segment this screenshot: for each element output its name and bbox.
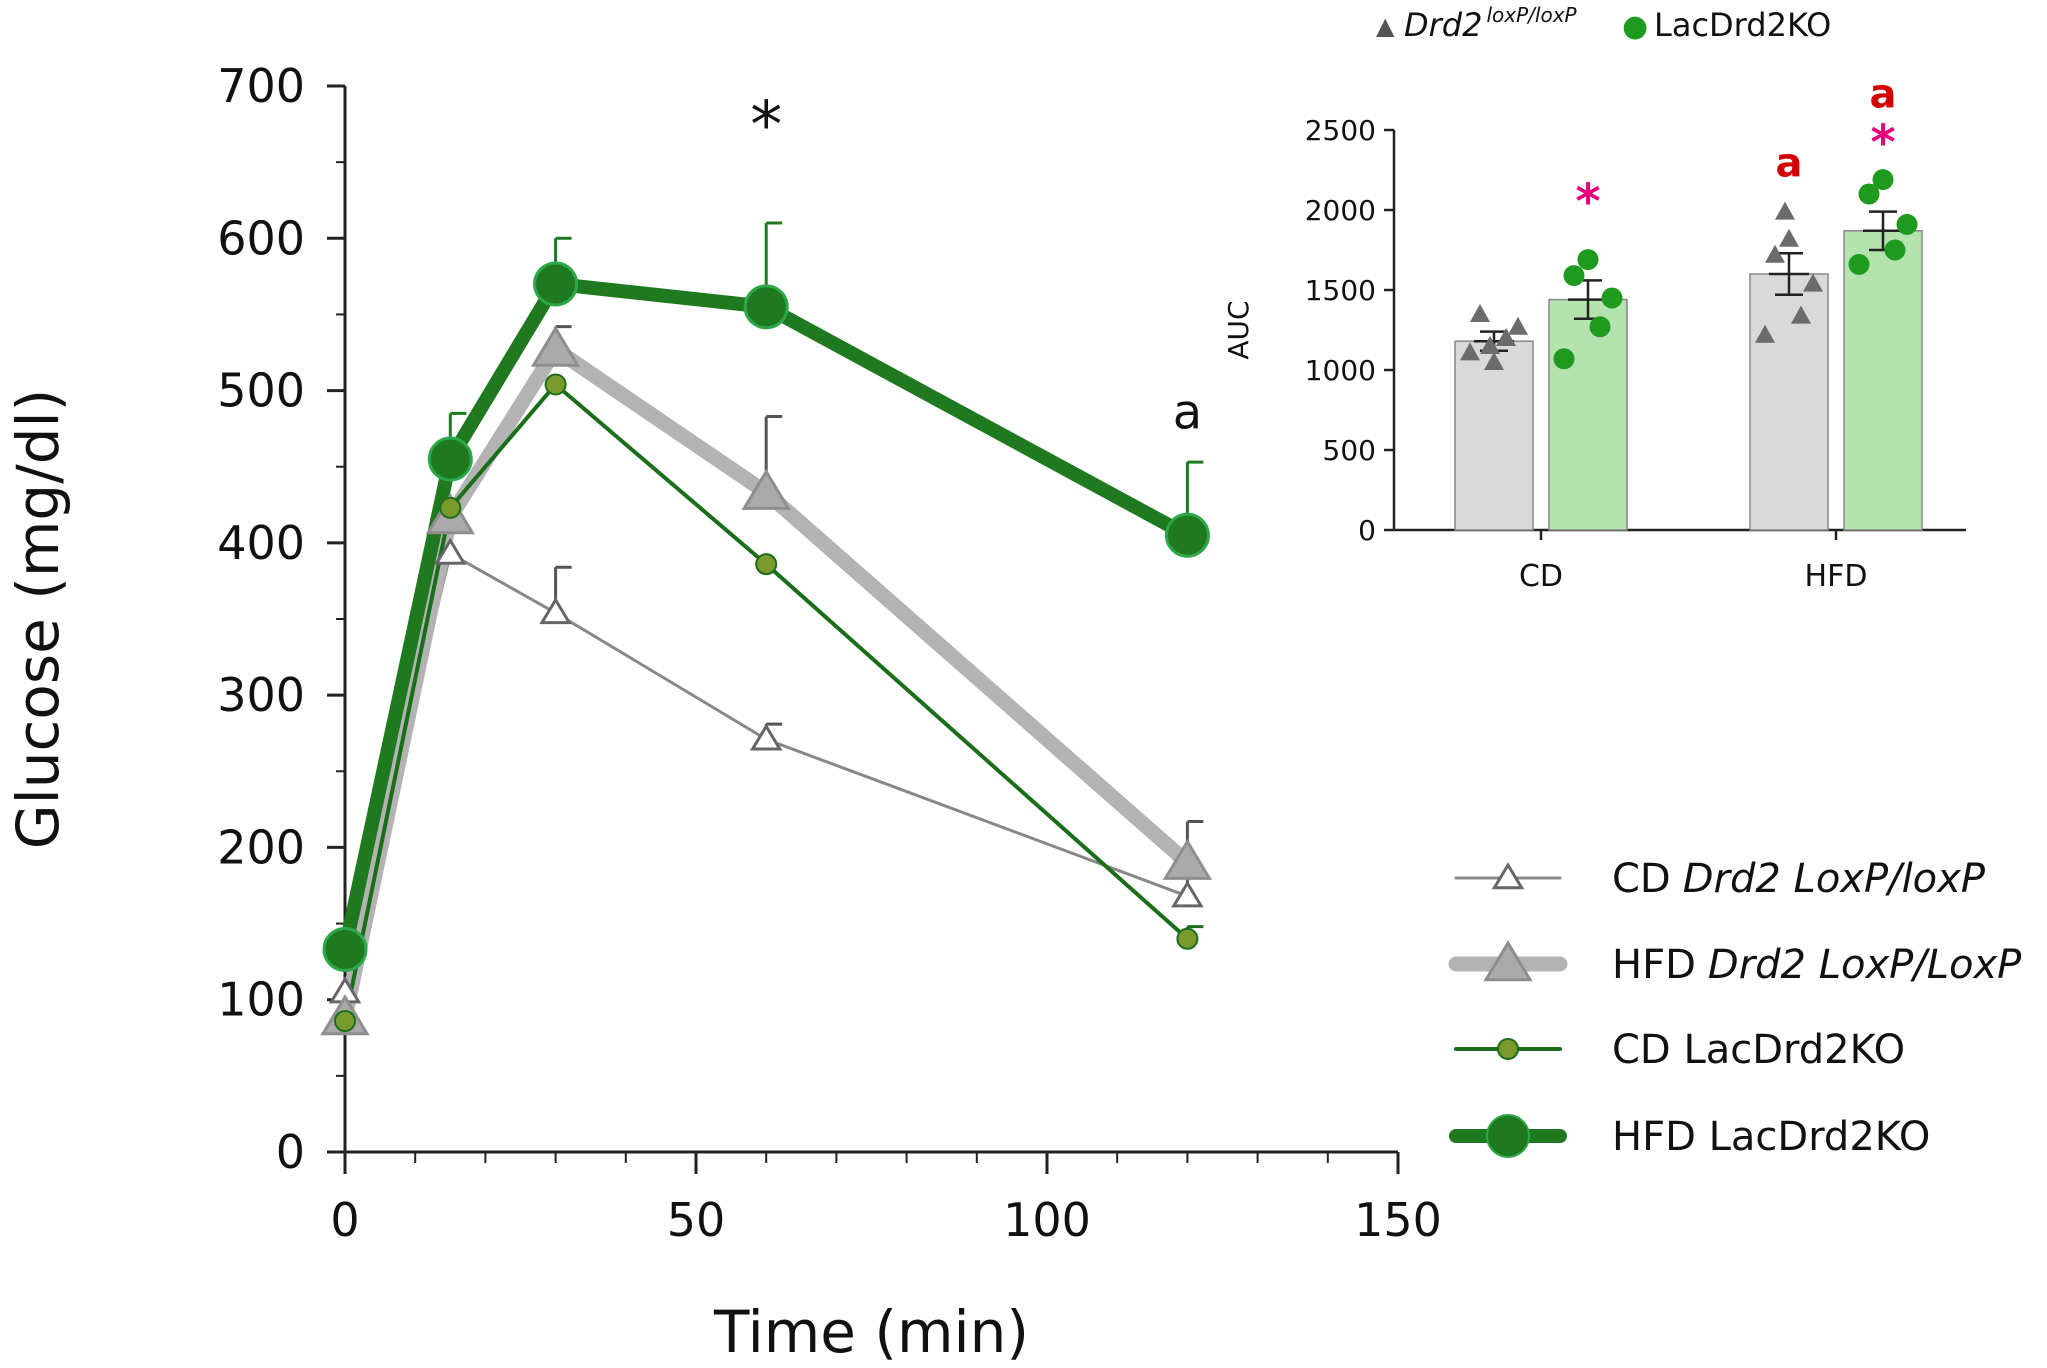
data-point	[755, 553, 778, 576]
inset-legend-label-superscript: loxP/loxP	[1486, 3, 1577, 27]
inset-y-tick-label: 2000	[1305, 194, 1376, 227]
auc-data-point	[1460, 342, 1480, 361]
data-point	[1176, 927, 1199, 950]
y-tick-label: 500	[217, 364, 305, 418]
y-tick-label: 700	[217, 59, 305, 113]
auc-data-point	[1872, 169, 1894, 191]
auc-bar	[1548, 298, 1628, 531]
inset-y-tick-label: 1500	[1305, 274, 1376, 307]
auc-data-point	[1484, 352, 1504, 370]
data-point	[533, 261, 579, 307]
legend-label-plain: CD	[1612, 856, 1671, 902]
auc-data-point	[1791, 305, 1811, 324]
data-point	[1164, 512, 1210, 558]
inset-significance-annotation: a	[1870, 72, 1897, 118]
data-point	[322, 926, 368, 972]
inset-significance-annotation: a	[1776, 140, 1803, 186]
data-point	[434, 537, 467, 565]
data-point	[743, 284, 789, 330]
auc-bar	[1454, 340, 1534, 531]
x-tick-label: 100	[1003, 1193, 1091, 1247]
data-point	[1162, 838, 1213, 880]
auc-data-point	[1508, 316, 1528, 335]
auc-data-point	[1848, 253, 1870, 275]
inset-y-tick-label: 1000	[1305, 354, 1376, 387]
x-tick-label: 50	[667, 1193, 726, 1247]
auc-data-point	[1765, 244, 1785, 263]
legend-label-italic: Drd2 LoxP/loxP	[1683, 856, 1986, 902]
significance-annotation: *	[750, 89, 782, 163]
y-tick-label: 600	[217, 211, 305, 265]
auc-data-point	[1779, 228, 1799, 247]
legend-marker	[1483, 940, 1533, 982]
line-chart-legend: CD Drd2 LoxP/loxP HFD Drd2 LoxP/LoxP CD LacD…	[1448, 856, 2022, 1160]
y-tick-label: 200	[217, 820, 305, 874]
auc-bar	[1843, 230, 1923, 531]
legend-label: CD Drd2 LoxP/loxP	[1612, 856, 1986, 902]
x-tick-label: 0	[330, 1193, 359, 1247]
data-point	[427, 436, 473, 482]
inset-legend-label-drd2: Drd2 loxP/loxP	[1404, 3, 1578, 44]
legend-label: HFD Drd2 LoxP/LoxP	[1612, 942, 2022, 988]
auc-data-point	[1496, 328, 1516, 346]
legend-label-italic: Drd2 LoxP/LoxP	[1708, 942, 2022, 988]
y-axis-label: Glucose (mg/dl)	[4, 389, 72, 850]
auc-data-point	[1577, 249, 1599, 271]
legend-label-plain: CD LacDrd2KO	[1612, 1027, 1905, 1073]
y-tick-label: 0	[276, 1125, 305, 1179]
y-tick-label: 400	[217, 516, 305, 570]
auc-data-point	[1896, 213, 1918, 235]
auc-data-point	[1563, 265, 1585, 287]
data-point	[539, 596, 572, 625]
data-point	[530, 325, 581, 367]
auc-data-point	[1601, 287, 1623, 309]
data-point	[1171, 880, 1204, 908]
data-point	[334, 1010, 356, 1033]
inset-legend-marker-triangle: ▲	[1376, 12, 1395, 40]
inset-legend-label-italic: Drd2	[1404, 6, 1482, 44]
y-tick-label: 100	[217, 973, 305, 1027]
auc-data-point	[1803, 273, 1823, 292]
inset-category-label: CD	[1519, 559, 1563, 594]
inset-y-tick-label: 0	[1358, 514, 1376, 547]
series-line	[343, 552, 1189, 994]
data-point	[544, 373, 567, 396]
legend-marker	[1491, 862, 1525, 890]
inset-y-tick-label: 500	[1323, 434, 1376, 467]
auc-bar	[1749, 273, 1829, 531]
significance-annotation: a	[1173, 385, 1202, 441]
data-point	[749, 723, 783, 751]
auc-data-point	[1470, 304, 1490, 322]
auc-data-point	[1884, 239, 1906, 261]
legend-label-plain: HFD	[1612, 942, 1696, 988]
data-point	[741, 468, 791, 510]
x-axis-label: Time (min)	[713, 1298, 1029, 1366]
auc-data-point	[1858, 183, 1880, 205]
inset-y-axis-label: AUC	[1222, 300, 1255, 359]
inset-significance-annotation: *	[1575, 174, 1600, 230]
inset-category-label: HFD	[1805, 559, 1868, 594]
x-tick-label: 150	[1354, 1193, 1442, 1247]
inset-y-tick-label: 2500	[1305, 114, 1376, 147]
glucose-line-chart: 0 100 200 300 400 500 600 700 0 50 100 150 Time (min…	[4, 59, 1442, 1366]
auc-data-point	[1589, 316, 1611, 338]
legend-label-plain: HFD LacDrd2KO	[1612, 1114, 1930, 1160]
legend-label: HFD LacDrd2KO	[1612, 1114, 1930, 1160]
auc-data-point	[1553, 348, 1575, 370]
auc-data-point	[1755, 324, 1775, 343]
data-point	[439, 496, 462, 519]
legend-label: CD LacDrd2KO	[1612, 1027, 1905, 1073]
legend-marker	[1486, 1114, 1530, 1158]
inset-legend-label-lacdrd2ko: LacDrd2KO	[1654, 6, 1831, 44]
legend-marker	[1497, 1038, 1519, 1060]
auc-data-point	[1480, 336, 1500, 354]
inset-significance-annotation: *	[1870, 115, 1895, 171]
inset-legend-marker-circle: ●	[1622, 9, 1648, 44]
y-tick-label: 300	[217, 668, 305, 722]
auc-data-point	[1775, 201, 1795, 220]
